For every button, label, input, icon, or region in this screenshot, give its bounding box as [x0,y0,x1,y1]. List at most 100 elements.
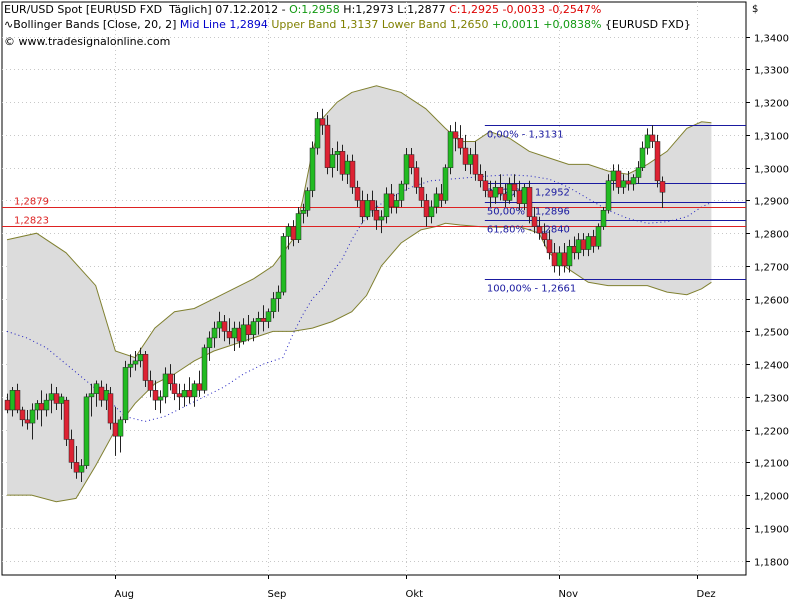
candle-body [14,390,21,411]
candle-body [176,393,183,398]
candle-body [566,246,573,267]
candle-body [304,190,311,211]
candle [127,354,134,378]
candle [472,141,479,181]
candle-body [551,252,558,267]
candle [531,206,538,234]
candle [566,239,573,273]
y-tick-label: 1,1900 [754,525,789,536]
candle [132,351,139,371]
candle [275,285,282,312]
candle-body [78,465,85,473]
candle [605,174,612,214]
candle-body [117,419,124,437]
candle-body [526,187,533,218]
candle-body [250,321,257,335]
candle-body [300,209,307,214]
candle-body [462,147,469,165]
candle-body [221,321,228,332]
candle [83,393,90,469]
candle-body [206,337,213,349]
candle-body [635,167,642,178]
candle-body [487,190,494,198]
candle-body [245,324,252,335]
candle-body [369,200,376,211]
candle-body [68,439,75,463]
candle-body [167,373,174,385]
bollinger-lower: Lower Band 1,2650 [378,18,489,31]
candle-body [580,239,587,250]
candle [265,308,272,329]
candle-body [452,131,459,139]
candle-body [359,200,366,218]
y-tick-label: 1,2300 [754,394,789,405]
candle-body [378,216,385,221]
candle-body [383,193,390,218]
candle-body [408,154,415,168]
candle-body [63,399,70,440]
candle [477,164,484,188]
candle [162,367,169,404]
candle [211,321,218,348]
candle-body [644,134,651,149]
candle-body [9,390,16,411]
y-tick-label: 1,2500 [754,328,789,339]
candle-body [447,131,454,168]
candle [206,331,213,361]
candle-body [339,151,346,175]
candle [68,429,75,469]
mid-line [6,174,712,422]
candle-body [73,462,80,473]
candle [19,406,26,427]
candle-body [364,200,371,218]
candle-body [630,177,637,185]
candle [43,393,50,417]
candle-body [329,154,336,168]
candle [270,292,277,319]
candle-body [265,311,272,322]
candle-body [53,393,60,404]
candle [349,154,356,194]
candle-body [132,360,139,365]
candle [649,125,656,149]
candle-body [457,137,464,149]
candle-body [373,209,380,221]
candle [201,344,208,394]
candle-body [521,187,528,204]
candle-body [309,147,316,191]
candle-body [171,383,178,394]
candle [418,177,425,207]
header-low: L:1,2877 [393,3,446,16]
x-tick-label: Aug [115,589,135,600]
candle-body [536,226,543,234]
candle-body [590,236,597,247]
y-tick-label: 1,3100 [754,132,789,143]
candle [107,387,114,430]
support-line-label: 1,2823 [14,216,49,227]
candle-body [147,380,154,391]
candle [378,210,385,234]
candle [157,390,164,414]
candle-body [181,390,188,398]
candle-body [403,154,410,185]
candle [452,121,459,152]
candle-body [43,399,50,411]
candle [442,164,449,204]
candle-body [659,181,666,193]
y-tick-label: 1,2700 [754,263,789,274]
candle-body [127,363,134,368]
candle [600,206,607,230]
y-tick-label: 1,2800 [754,230,789,241]
candle-body [260,318,267,322]
candle-body [137,354,144,362]
candle-body [280,236,287,293]
candle-body [19,409,26,421]
header-high: H:1,2973 [339,3,394,16]
candle-body [58,396,65,404]
candle-body [211,327,218,339]
y-tick-label: 1,2400 [754,361,789,372]
lower-band-line [7,222,712,503]
candle-body [418,187,425,201]
y-tick-label: 1,3000 [754,165,789,176]
